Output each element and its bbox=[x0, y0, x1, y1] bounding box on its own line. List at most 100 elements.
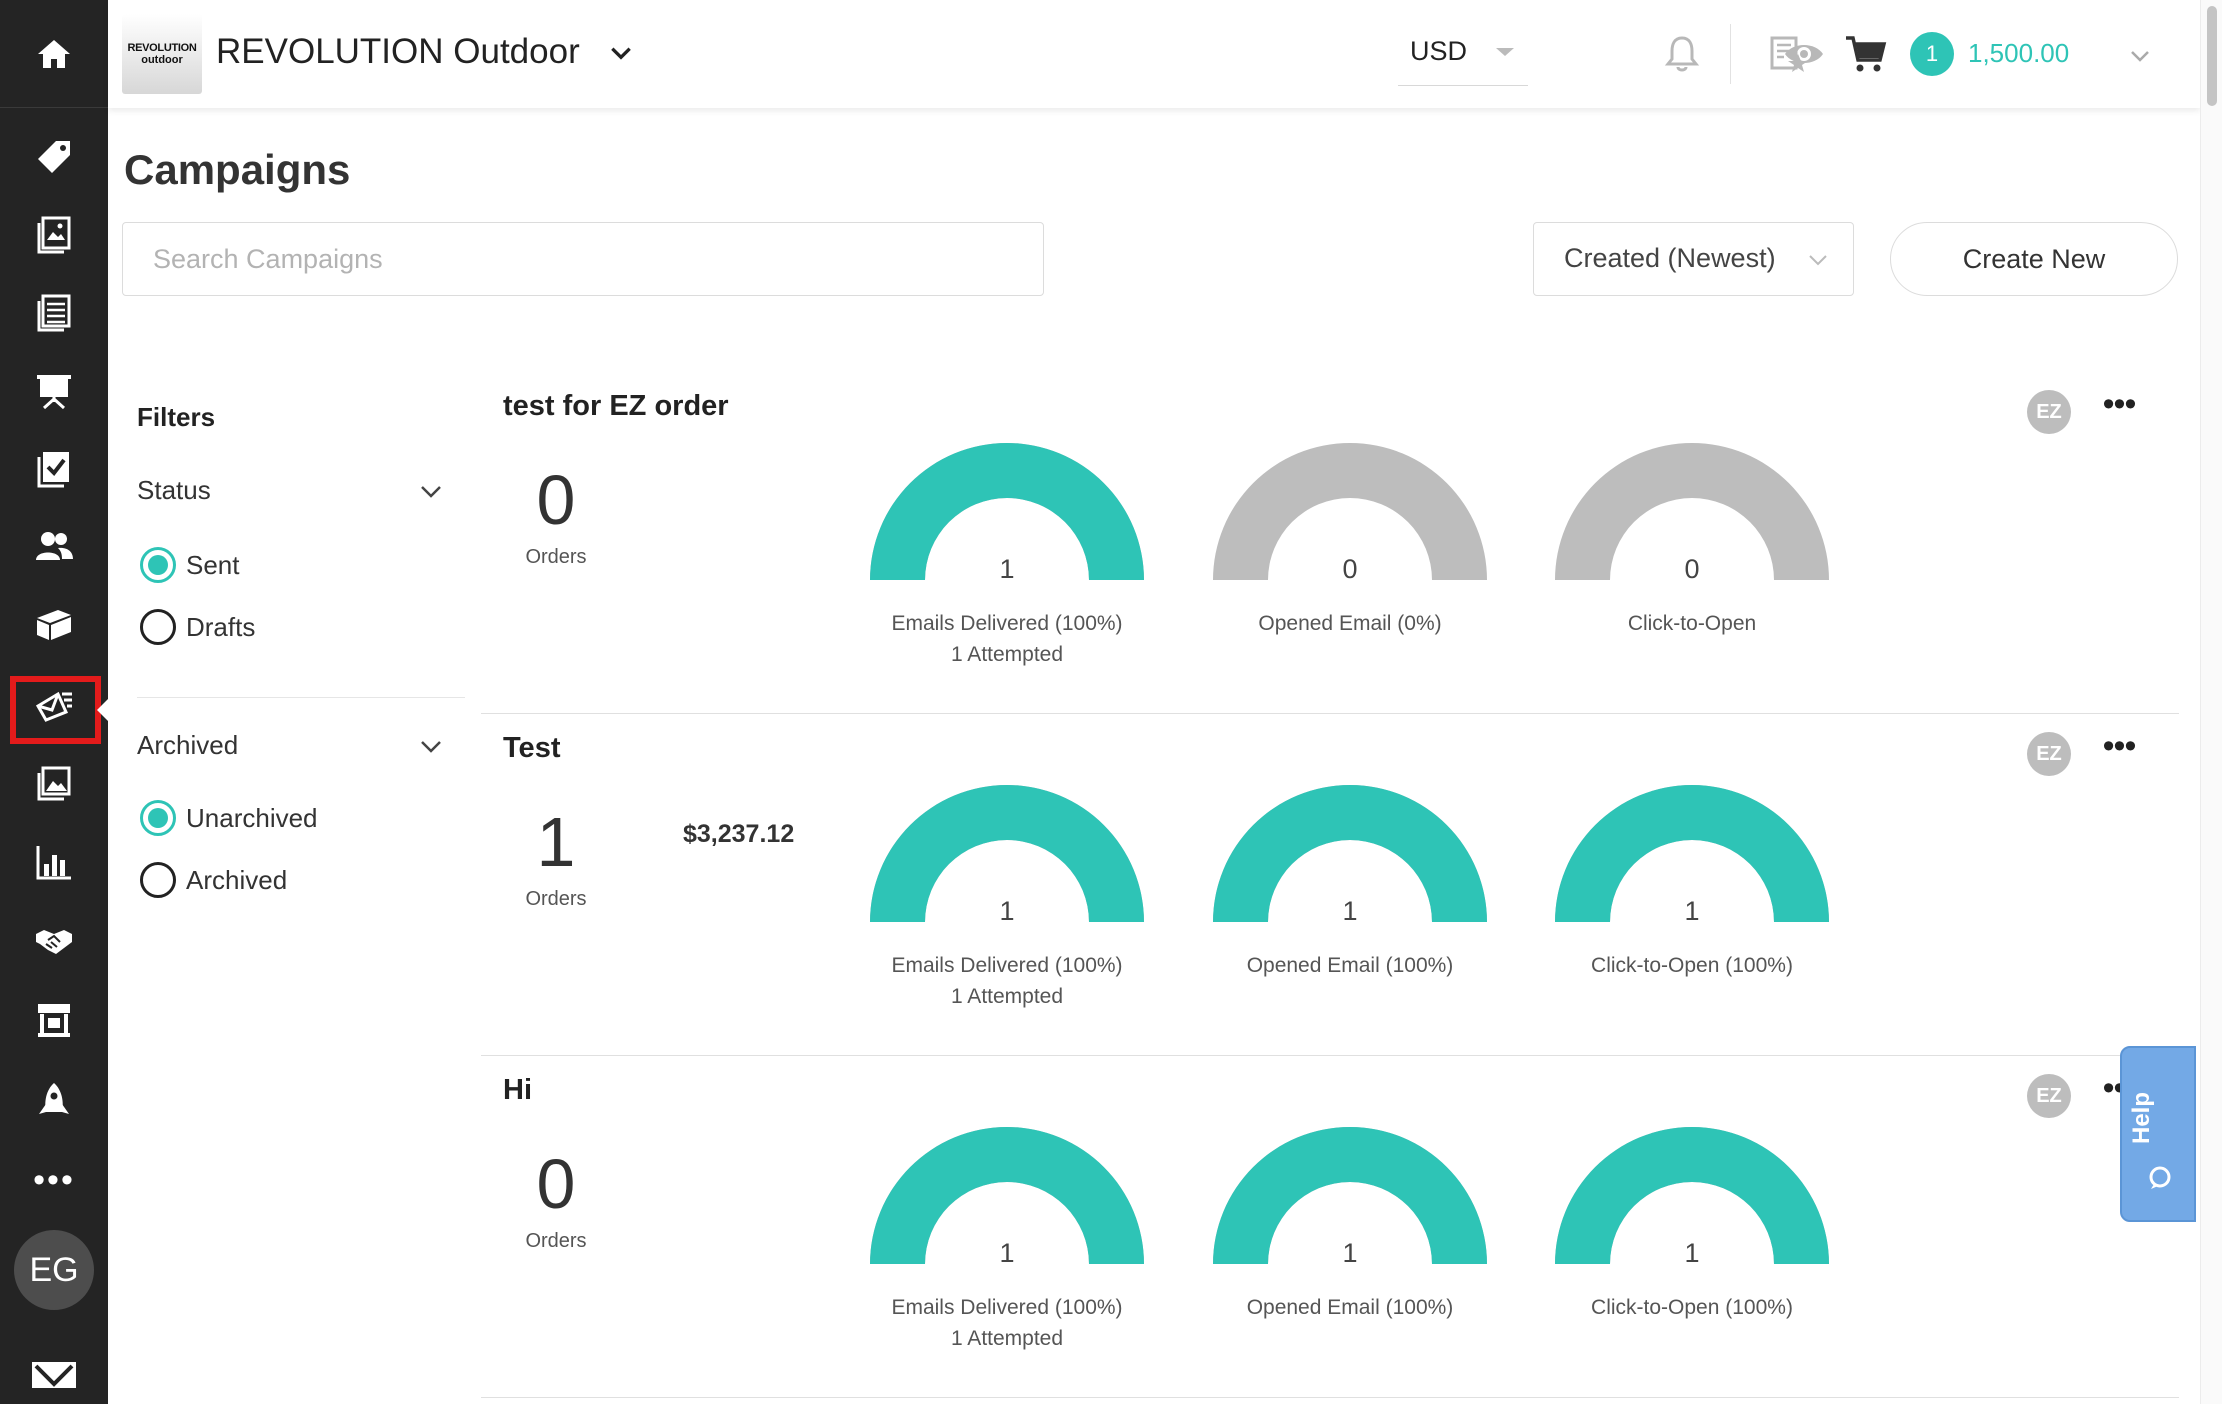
sidebar-item-partners[interactable] bbox=[0, 900, 108, 979]
filter-option-sent[interactable]: Sent bbox=[140, 545, 240, 585]
bell-icon[interactable] bbox=[1660, 32, 1704, 76]
radio-archived[interactable] bbox=[140, 862, 176, 898]
brand-switcher-chevron-icon[interactable] bbox=[608, 40, 634, 66]
sidebar-item-list[interactable] bbox=[0, 272, 108, 351]
search-campaigns-input[interactable] bbox=[122, 222, 1044, 296]
archived-filter-label[interactable]: Archived bbox=[137, 730, 239, 760]
filters-divider bbox=[137, 697, 465, 698]
campaign-name[interactable]: test for EZ order bbox=[503, 390, 729, 422]
brand-name[interactable]: REVOLUTION Outdoor bbox=[216, 32, 580, 71]
campaign-row[interactable]: test for EZ order EZ ••• 0 Orders 1 Emai… bbox=[481, 372, 2179, 714]
radio-drafts[interactable] bbox=[140, 609, 176, 645]
sidebar-item-home[interactable] bbox=[0, 0, 108, 108]
gauge-opened-email: 0 Opened Email (0%) bbox=[1210, 442, 1490, 662]
cart-count-badge[interactable]: 1 bbox=[1910, 32, 1954, 76]
campaign-name[interactable]: Hi bbox=[503, 1074, 532, 1106]
gauge-label-text: Opened Email (100%) bbox=[1246, 1296, 1454, 1319]
brand-logo[interactable]: REVOLUTION outdoor bbox=[122, 14, 202, 94]
sidebar-item-campaigns[interactable] bbox=[0, 664, 108, 743]
orders-count: 0 bbox=[536, 461, 576, 539]
sidebar-item-gallery[interactable] bbox=[0, 744, 108, 823]
gauge-fill bbox=[870, 1126, 1144, 1264]
campaign-name[interactable]: Test bbox=[503, 732, 561, 764]
gauge-value: 1 bbox=[1684, 1238, 1700, 1268]
sort-select[interactable]: Created (Newest) bbox=[1533, 222, 1854, 296]
radio-unarchived[interactable] bbox=[140, 800, 176, 836]
gauge-value: 1 bbox=[1684, 896, 1700, 926]
brand-logo-line1: REVOLUTION bbox=[127, 42, 197, 54]
campaign-owner-avatar: EZ bbox=[2027, 1074, 2071, 1118]
campaign-owner-avatar: EZ bbox=[2027, 390, 2071, 434]
tag-icon bbox=[38, 140, 70, 173]
gauge-value: 0 bbox=[1684, 554, 1700, 584]
gauge-label-text: Emails Delivered (100%) bbox=[891, 1296, 1123, 1319]
campaign-row[interactable]: Hi EZ ••• 0 Orders 1 Emails Delivered (1… bbox=[481, 1056, 2179, 1398]
sidebar-item-contacts[interactable] bbox=[0, 506, 108, 585]
help-label: Help bbox=[2128, 1091, 2155, 1144]
gauge-chart bbox=[870, 442, 1144, 580]
campaign-owner-avatar: EZ bbox=[2027, 732, 2071, 776]
sidebar-item-store[interactable] bbox=[0, 980, 108, 1059]
gauge-label: Opened Email (100%) bbox=[1190, 1292, 1510, 1323]
catalog-icon bbox=[37, 216, 71, 253]
filter-option-archived[interactable]: Archived bbox=[140, 860, 287, 900]
gauge-sub-text: 1 Attempted bbox=[950, 643, 1064, 666]
gauge-label-text: Emails Delivered (100%) bbox=[891, 954, 1123, 977]
catalog-star-icon[interactable] bbox=[1766, 32, 1810, 76]
chat-bubble-icon bbox=[2149, 1166, 2171, 1189]
scrollbar-thumb[interactable] bbox=[2207, 6, 2217, 106]
gauge-label: Opened Email (100%) bbox=[1190, 950, 1510, 981]
orders-label: Orders bbox=[525, 1230, 587, 1252]
gauge-label-text: Opened Email (0%) bbox=[1258, 612, 1442, 635]
checklist-icon bbox=[37, 451, 69, 487]
sidebar-item-reports[interactable] bbox=[0, 822, 108, 901]
sidebar-item-tag[interactable] bbox=[0, 117, 108, 196]
gauge-label: Emails Delivered (100%) 1 Attempted bbox=[847, 950, 1167, 1012]
active-item-highlight bbox=[10, 676, 101, 744]
brand-logo-line2: outdoor bbox=[141, 54, 183, 66]
gauge-fill bbox=[1213, 1126, 1487, 1264]
archived-collapse-chevron-icon[interactable] bbox=[418, 733, 444, 759]
sidebar-item-rocket[interactable] bbox=[0, 1060, 108, 1139]
account-menu-chevron-icon[interactable] bbox=[2128, 44, 2152, 68]
gauge-chart bbox=[1555, 443, 1829, 580]
campaign-more-options-button[interactable]: ••• bbox=[2102, 727, 2137, 765]
gauge-value: 1 bbox=[1342, 896, 1358, 926]
status-collapse-chevron-icon[interactable] bbox=[418, 478, 444, 504]
gauge-value: 1 bbox=[999, 554, 1015, 584]
gauge-chart bbox=[1213, 784, 1487, 922]
platform-logo-icon bbox=[32, 1362, 76, 1388]
help-tab[interactable]: Help bbox=[2120, 1046, 2196, 1222]
cart-total[interactable]: 1,500.00 bbox=[1968, 38, 2070, 68]
cart-icon[interactable] bbox=[1844, 32, 1888, 76]
gauge-label-text: Click-to-Open bbox=[1627, 612, 1757, 635]
bar-chart-icon bbox=[36, 845, 71, 879]
gauge-label: Click-to-Open bbox=[1532, 608, 1852, 639]
campaigns-icon bbox=[35, 691, 72, 722]
sidebar-item-box[interactable] bbox=[0, 584, 108, 663]
page-scrollbar[interactable] bbox=[2200, 0, 2222, 1404]
campaign-more-options-button[interactable]: ••• bbox=[2102, 385, 2137, 423]
filters-title: Filters bbox=[137, 402, 216, 432]
radio-sent[interactable] bbox=[140, 547, 176, 583]
campaign-row[interactable]: Test EZ ••• 1 Orders $3,237.12 1 Emails … bbox=[481, 714, 2179, 1056]
gauge-chart bbox=[1213, 1126, 1487, 1264]
gauge-sub-text: 1 Attempted bbox=[950, 985, 1064, 1008]
filter-option-drafts[interactable]: Drafts bbox=[140, 607, 255, 647]
header-divider bbox=[1730, 24, 1731, 84]
gauge-label-text: Click-to-Open (100%) bbox=[1591, 954, 1793, 977]
sidebar-item-catalog[interactable] bbox=[0, 194, 108, 273]
filter-option-unarchived[interactable]: Unarchived bbox=[140, 798, 318, 838]
sidebar-item-checklist[interactable] bbox=[0, 428, 108, 507]
gauge-value: 0 bbox=[1342, 554, 1358, 584]
gauge-sub-text: 1 Attempted bbox=[950, 1327, 1064, 1350]
currency-select[interactable]: USD bbox=[1398, 30, 1528, 86]
sidebar-more-button[interactable]: ••• bbox=[33, 1161, 75, 1199]
gauge-chart bbox=[1555, 1126, 1829, 1264]
sidebar-item-presentation[interactable] bbox=[0, 350, 108, 429]
campaign-revenue: $3,237.12 bbox=[683, 820, 795, 848]
status-filter-label[interactable]: Status bbox=[137, 475, 211, 505]
user-avatar[interactable]: EG bbox=[14, 1230, 94, 1310]
create-new-button[interactable]: Create New bbox=[1890, 222, 2178, 296]
